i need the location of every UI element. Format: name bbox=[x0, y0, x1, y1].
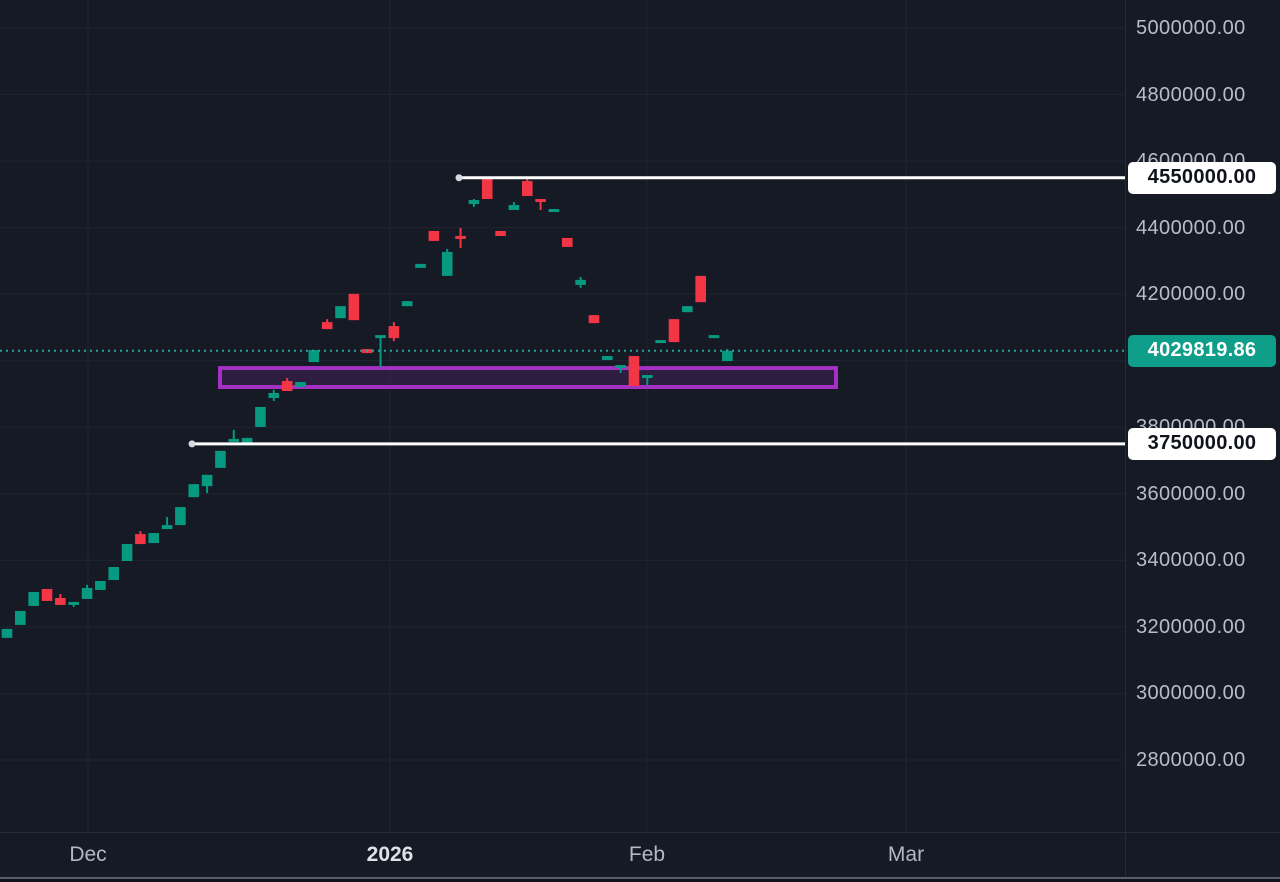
price-tick-label: 4200000.00 bbox=[1136, 283, 1246, 306]
price-tick-label: 3000000.00 bbox=[1136, 682, 1246, 705]
candle-body bbox=[255, 406, 266, 427]
candle-body bbox=[308, 350, 320, 363]
candle-body bbox=[68, 601, 79, 605]
time-tick-label-dec: Dec bbox=[69, 843, 107, 866]
candle-body bbox=[321, 322, 333, 330]
price-tick-label: 3600000.00 bbox=[1136, 482, 1246, 505]
candle-body bbox=[455, 235, 466, 239]
candle-body bbox=[81, 587, 93, 599]
candle-body bbox=[175, 507, 186, 526]
line-endpoint-handle[interactable] bbox=[188, 440, 196, 448]
window-bottom-edge bbox=[0, 877, 1280, 882]
line-endpoint-handle[interactable] bbox=[455, 174, 463, 182]
price-tick-label: 4400000.00 bbox=[1136, 216, 1246, 239]
candle-body bbox=[415, 263, 426, 268]
last-price-label: 4029819.86 bbox=[1128, 334, 1276, 367]
candlestick-canvas bbox=[0, 0, 1125, 832]
time-tick-label-feb: Feb bbox=[628, 843, 666, 866]
price-tick-label: 4800000.00 bbox=[1136, 83, 1246, 106]
hline-price-label: 3750000.00 bbox=[1128, 427, 1276, 460]
candle-body bbox=[468, 200, 480, 205]
price-tick-label: 2800000.00 bbox=[1136, 748, 1246, 771]
candle-body bbox=[548, 209, 560, 213]
candle-body bbox=[161, 525, 173, 530]
rectangle-drawing[interactable] bbox=[218, 366, 838, 390]
candle-body bbox=[561, 237, 573, 247]
candle-body bbox=[215, 450, 226, 468]
candle-body bbox=[495, 230, 506, 236]
candle-body bbox=[41, 588, 53, 601]
candle-body bbox=[268, 392, 280, 398]
candle-body bbox=[135, 534, 146, 545]
hline-price-label: 4550000.00 bbox=[1128, 161, 1276, 194]
candle-body bbox=[1, 628, 13, 638]
axis-corner-separator bbox=[1125, 832, 1126, 878]
time-tick-label-mar: Mar bbox=[887, 843, 925, 866]
price-tick-label: 3200000.00 bbox=[1136, 615, 1246, 638]
candle-body bbox=[615, 365, 626, 369]
candle-body bbox=[201, 474, 213, 487]
candle-body bbox=[15, 610, 26, 625]
candle-body bbox=[708, 335, 720, 339]
candle-body bbox=[295, 382, 306, 388]
candle-body bbox=[535, 199, 546, 203]
candle-body bbox=[655, 340, 666, 344]
chart-plot-area[interactable] bbox=[0, 0, 1125, 832]
time-axis[interactable]: Dec 2026 Feb Mar bbox=[0, 832, 1280, 879]
candle-body bbox=[228, 438, 240, 442]
price-tick-label: 5000000.00 bbox=[1136, 17, 1246, 39]
candle-body bbox=[348, 293, 360, 321]
candle-body bbox=[441, 251, 453, 276]
candle-body bbox=[588, 315, 600, 324]
candle-body bbox=[55, 597, 66, 605]
candle-body bbox=[108, 567, 120, 580]
candle-body bbox=[521, 181, 533, 197]
time-tick-label-2026: 2026 bbox=[366, 843, 414, 866]
candle-body bbox=[335, 306, 346, 319]
candle-body bbox=[388, 326, 400, 339]
candle-body bbox=[575, 279, 586, 285]
candle-body bbox=[241, 437, 253, 445]
price-axis[interactable]: 5000000.004800000.004600000.004400000.00… bbox=[1125, 0, 1280, 832]
candle-body bbox=[428, 230, 440, 241]
candle-body bbox=[668, 319, 680, 343]
candle-body bbox=[28, 591, 39, 606]
candle-body bbox=[95, 580, 106, 590]
candle-body bbox=[148, 533, 160, 544]
candle-body bbox=[602, 356, 613, 361]
candle-body bbox=[695, 275, 706, 303]
candle-body bbox=[628, 356, 640, 387]
candle-body bbox=[281, 381, 293, 392]
candle-body bbox=[682, 306, 693, 313]
candle-body bbox=[481, 179, 493, 200]
candle-body bbox=[375, 335, 386, 339]
candle-body bbox=[121, 544, 133, 562]
candle-body bbox=[508, 205, 520, 210]
candle-body bbox=[401, 301, 413, 307]
candle-body bbox=[188, 484, 200, 498]
candle-body bbox=[642, 375, 653, 379]
price-tick-label: 3400000.00 bbox=[1136, 549, 1246, 572]
candle-body bbox=[722, 350, 733, 362]
